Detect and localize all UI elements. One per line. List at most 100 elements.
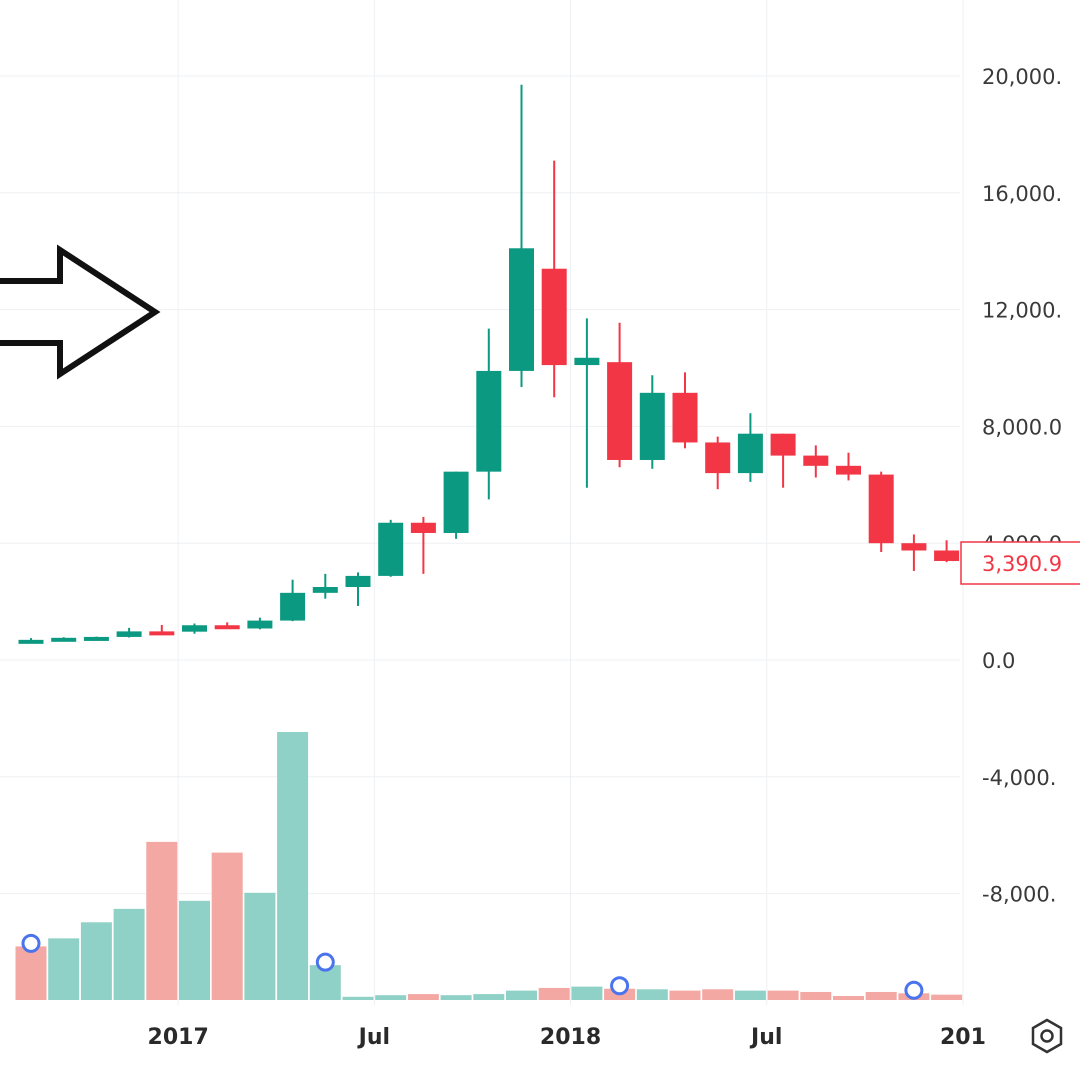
y-tick-label: 20,000. — [982, 65, 1062, 89]
gear-icon[interactable] — [1031, 1018, 1063, 1054]
volume-bar — [538, 987, 570, 1000]
y-tick-label: 0.0 — [982, 649, 1015, 673]
volume-bar — [342, 996, 374, 1000]
candle — [247, 617, 273, 630]
candle — [639, 375, 665, 469]
price-axis[interactable]: 20,000.16,000.12,000.8,000.04,000.00.0-4… — [982, 65, 1062, 907]
event-markers — [21, 933, 924, 1000]
candle-body — [541, 268, 567, 366]
y-tick-label: -4,000. — [982, 766, 1056, 790]
volume-bar — [506, 990, 537, 1000]
volume-bar — [375, 995, 407, 1000]
volume-bar — [244, 892, 276, 1000]
candle-body — [443, 471, 469, 533]
volume-bar — [211, 852, 243, 1000]
volume-bar — [931, 994, 963, 1000]
candle-body — [509, 248, 534, 371]
volume-bar — [636, 989, 668, 1000]
candle — [934, 540, 960, 563]
y-tick-label: 8,000.0 — [982, 415, 1062, 439]
candle-body — [770, 433, 796, 456]
event-marker[interactable] — [315, 952, 335, 972]
candle — [672, 372, 698, 449]
volume-bar — [800, 991, 832, 1000]
y-tick-label: 12,000. — [982, 299, 1062, 323]
volume-bar — [865, 991, 897, 1000]
candle-body — [214, 625, 240, 630]
volume-bar — [571, 986, 603, 1000]
candle — [509, 84, 534, 387]
candle — [476, 328, 502, 500]
volume-bar — [146, 841, 178, 1000]
price-candles — [18, 84, 960, 644]
candle-body — [18, 639, 44, 644]
candle — [149, 624, 175, 636]
candle — [737, 413, 763, 482]
volume-bar — [734, 990, 766, 1000]
candle-body — [149, 631, 175, 636]
candle-body — [574, 357, 600, 366]
candle-body — [672, 392, 698, 443]
candle — [443, 471, 469, 539]
volume-bar — [473, 994, 505, 1000]
candle — [116, 627, 142, 638]
x-tick-label: 2018 — [540, 1025, 601, 1050]
candle — [345, 572, 371, 606]
candle-body — [280, 592, 306, 621]
candle — [378, 519, 404, 577]
volume-bar — [113, 908, 145, 1000]
x-tick-label: 2017 — [148, 1025, 209, 1050]
candle-body — [312, 587, 338, 593]
volume-bar — [767, 990, 799, 1000]
candle — [83, 636, 109, 641]
volume-bar — [277, 732, 309, 1000]
candle-body — [705, 442, 731, 474]
volume-bar — [440, 995, 472, 1000]
candle-body — [607, 362, 633, 460]
volume-bar — [80, 922, 112, 1000]
candle — [410, 516, 436, 574]
volume-bar — [15, 946, 47, 1000]
volume-bar — [833, 995, 864, 1000]
candle-body — [901, 543, 927, 551]
time-axis[interactable]: 2017 Jul 2018 Jul 201 — [148, 1025, 986, 1050]
candle-body — [378, 522, 404, 576]
x-tick-label: Jul — [749, 1025, 782, 1050]
last-price-value: 3,390.9 — [982, 552, 1062, 576]
candle — [214, 622, 240, 630]
volume-bar — [407, 994, 439, 1000]
candle — [607, 322, 633, 468]
event-marker[interactable] — [904, 980, 924, 1000]
candle-body — [182, 625, 207, 632]
candle — [868, 471, 894, 552]
right-arrow-outline-icon — [0, 244, 161, 380]
candle-body — [51, 637, 77, 642]
candle — [280, 579, 306, 622]
candle — [541, 160, 567, 398]
candle — [312, 573, 338, 599]
y-tick-label: -8,000. — [982, 883, 1056, 907]
candle — [574, 318, 600, 488]
candle — [18, 638, 44, 644]
candle-body — [836, 465, 861, 475]
candle-body — [476, 370, 502, 472]
candle — [836, 452, 861, 481]
last-price-label: 3,390.9 — [960, 541, 1080, 585]
x-tick-label: Jul — [357, 1025, 390, 1050]
candle — [51, 637, 77, 642]
candle — [803, 445, 829, 478]
candle-body — [247, 620, 273, 629]
y-tick-label: 16,000. — [982, 182, 1062, 206]
candle — [770, 433, 796, 488]
volume-bars — [15, 732, 963, 1000]
candle — [182, 623, 207, 634]
volume-bar — [702, 989, 734, 1000]
volume-bar — [179, 900, 210, 1000]
candle-body — [116, 631, 142, 637]
event-marker[interactable] — [610, 976, 630, 996]
candle-body — [737, 433, 763, 474]
event-marker[interactable] — [21, 933, 41, 953]
candle-body — [803, 455, 829, 466]
candle-body — [639, 392, 665, 460]
